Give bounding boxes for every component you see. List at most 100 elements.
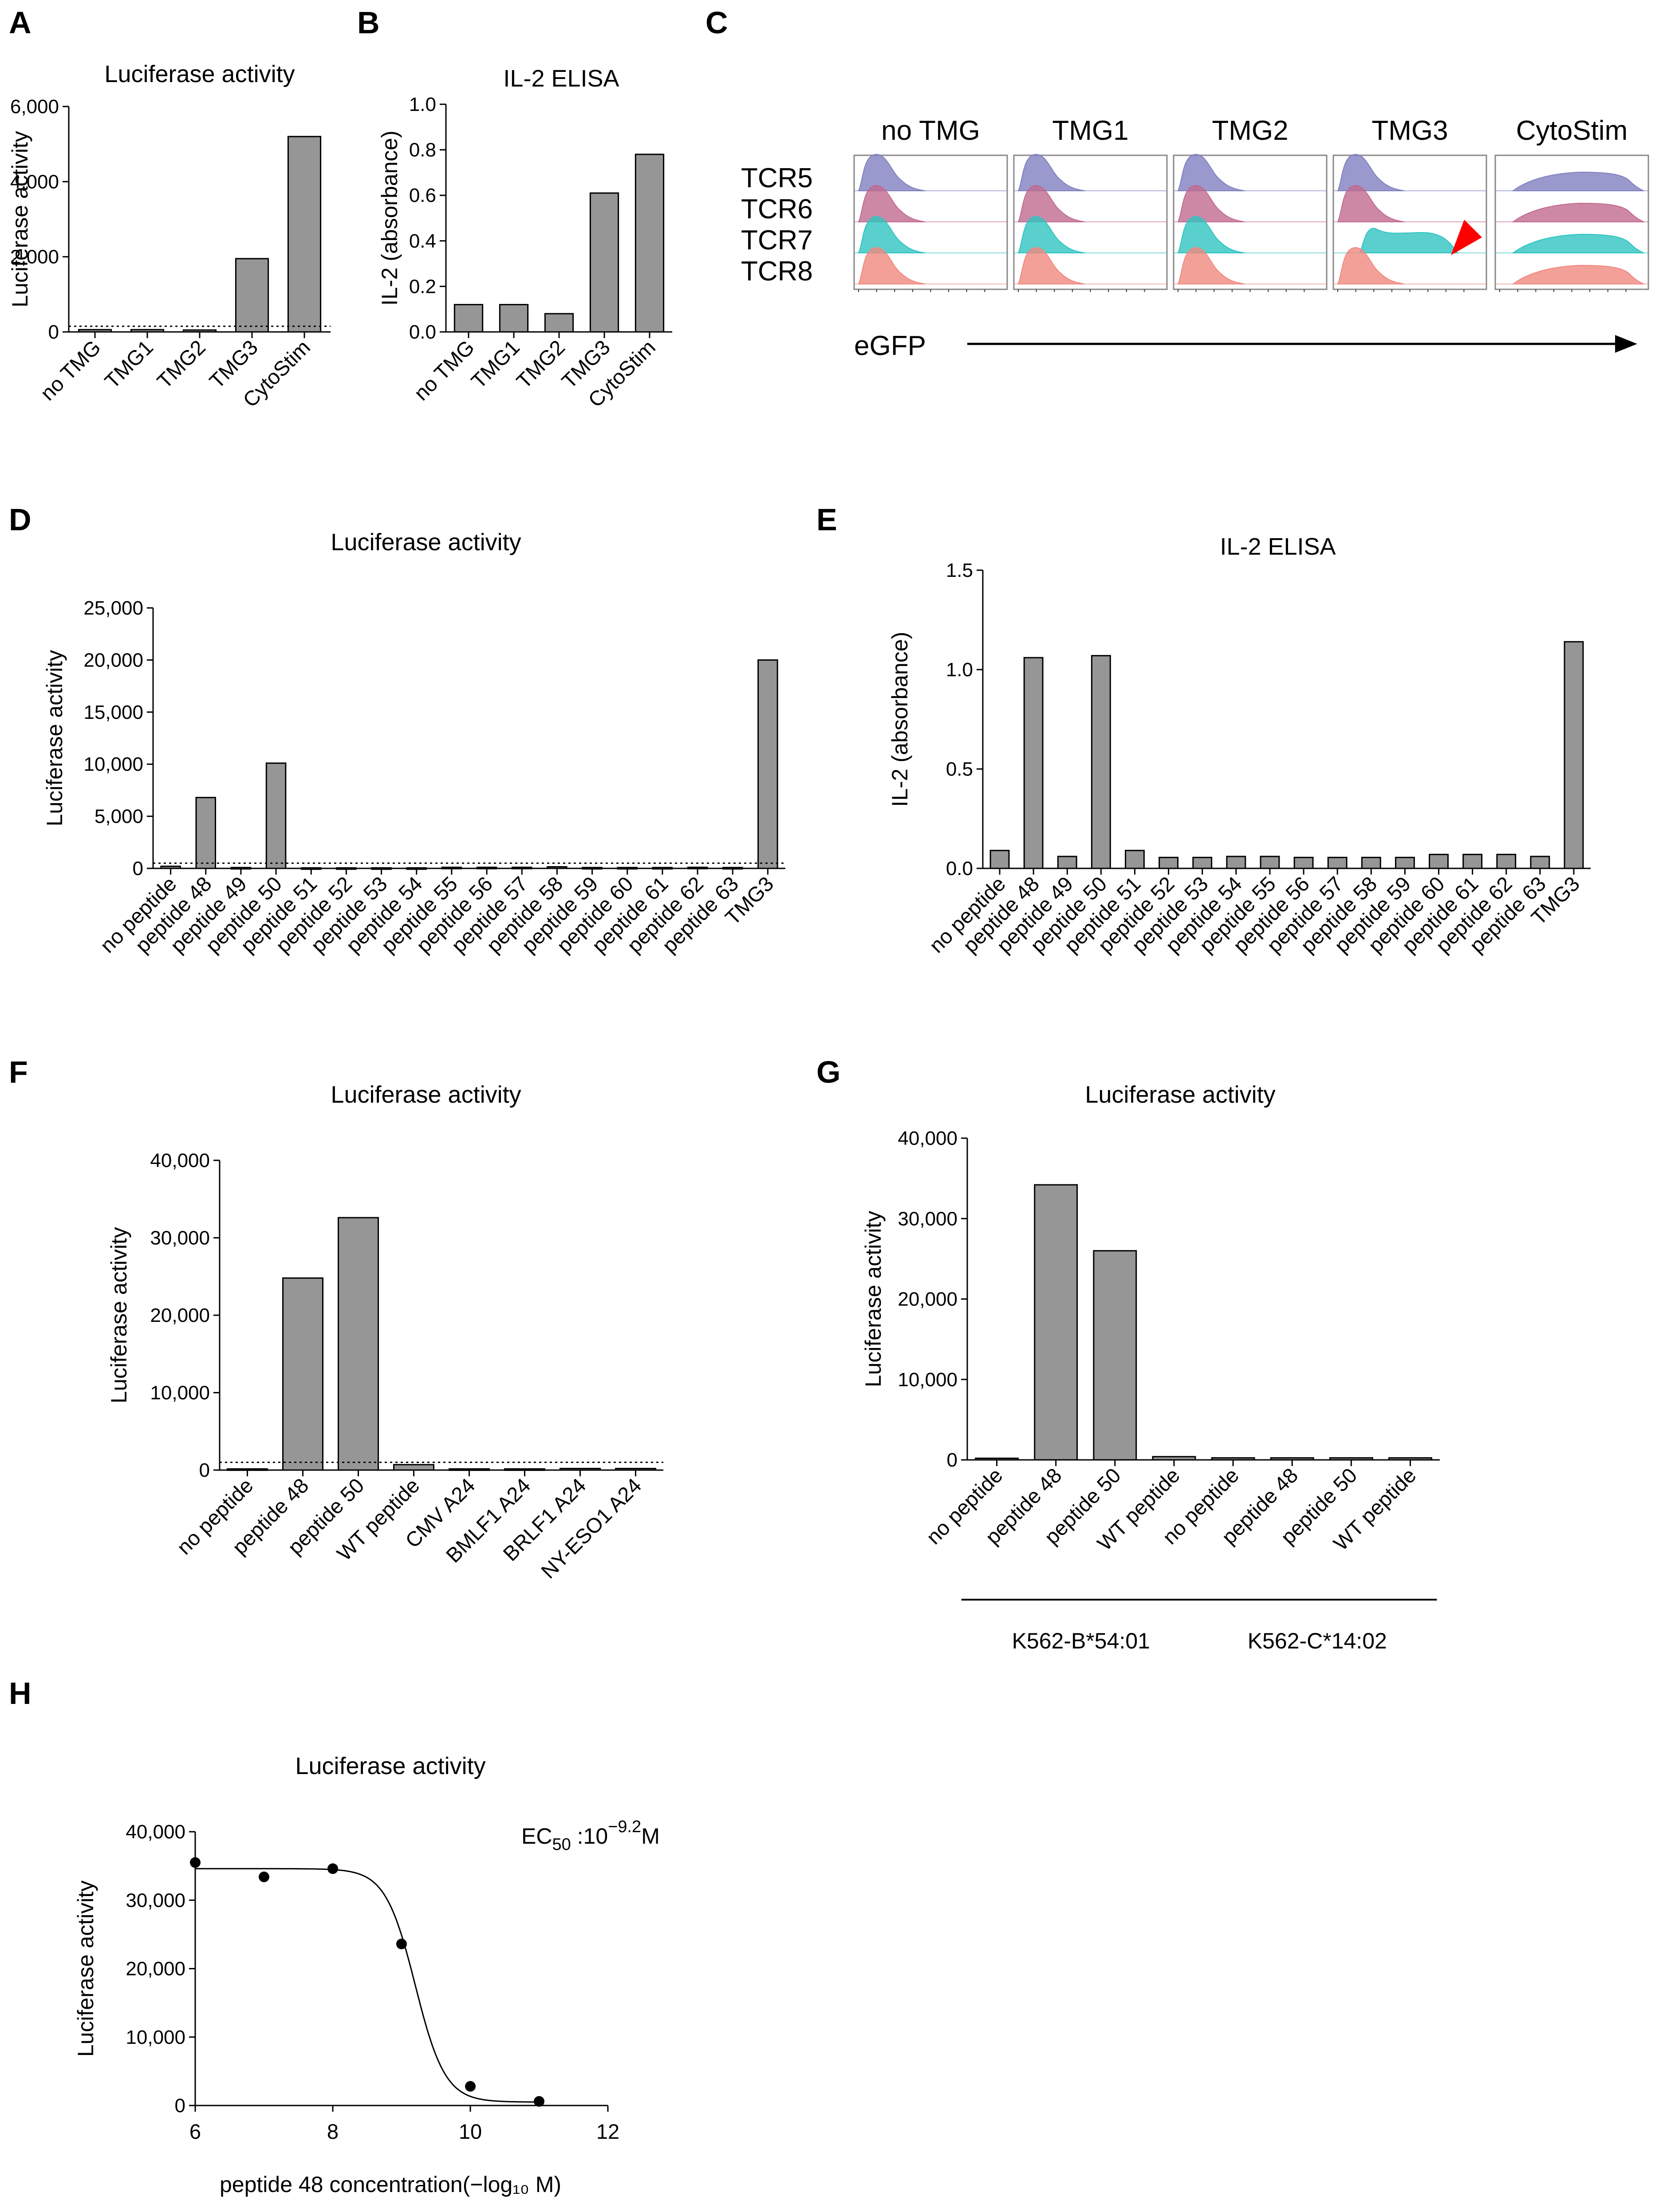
column-label: TMG3 [1371,115,1448,146]
histogram [858,216,926,253]
y-tick-label: 0 [199,1459,210,1481]
y-tick-label: 25,000 [83,597,143,619]
bar [1226,856,1246,869]
histogram [1177,154,1245,191]
y-axis-label: IL-2 (absorbance) [377,130,402,306]
bar [589,192,619,333]
bar [1093,1250,1137,1461]
x-tick-label: no TMG [35,335,105,405]
y-tick-label: 0.5 [946,758,973,780]
panel-g: G Luciferase activity Luciferase activity 0… [816,1055,1440,1653]
bar [615,1468,656,1471]
egfp-arrow-head [1615,335,1637,353]
panel-letter: E [816,502,837,537]
row-label: TCR8 [741,256,813,287]
panel-h: H Luciferase activity Luciferase activity 0… [9,1676,660,2197]
y-tick-label: 30,000 [898,1208,958,1230]
bar [282,1277,323,1471]
histogram [858,154,926,191]
panel-letter: B [357,5,380,40]
bar [195,796,217,869]
bar [1327,856,1348,869]
histogram [858,185,926,222]
y-axis-label: Luciferase activity [8,131,32,307]
x-axis-label: peptide 48 concentration(−log₁₀ M) [220,2172,561,2197]
y-axis-label: Luciferase activity [861,1211,886,1387]
bar [449,1468,490,1471]
y-tick-label: 4,000 [10,171,59,193]
highlight-arrow [1451,220,1482,255]
histogram [1017,216,1085,253]
bar [1159,856,1179,869]
x-tick-label: TMG1 [466,335,524,393]
y-axis-label: IL-2 (absorbance) [887,632,912,807]
histogram [1511,202,1644,222]
chart-title: Luciferase activity [331,1081,521,1108]
y-tick-label: 40,000 [898,1128,958,1149]
y-tick-label: 40,000 [150,1150,210,1171]
bar [1462,854,1483,869]
y-axis-label: Luciferase activity [42,650,67,826]
bar [227,1468,268,1471]
bar [1192,856,1213,869]
bar [265,762,287,869]
bar [757,659,778,869]
x-axis-label: eGFP [854,331,926,361]
x-tick-label: TMG1 [100,335,158,393]
y-tick-label: 0.2 [409,276,436,297]
bar [1564,641,1584,869]
bar [1057,856,1077,869]
bar [499,304,529,333]
histogram [1511,264,1644,284]
bar [560,1468,601,1471]
chart-title: Luciferase activity [1085,1081,1275,1108]
bar [287,136,322,333]
x-tick-label: 12 [596,2120,619,2143]
x-tick-label: NY-ESO1 A24 [536,1474,646,1583]
y-tick-label: 20,000 [126,1958,185,1980]
y-tick-label: 0.8 [409,139,436,161]
y-axis-label: Luciferase activity [73,1881,98,2057]
y-tick-label: 0 [947,1449,958,1471]
bar [1293,856,1314,869]
bar [1260,856,1280,869]
panel-d: D Luciferase activity Luciferase activity 0… [9,502,785,957]
histogram [1177,247,1245,284]
histogram [1017,185,1085,222]
histogram [1511,233,1644,253]
panel-letter: G [816,1055,840,1089]
bar [182,329,217,333]
panel-c: Cno TMG TMG1 TMG2 TMG3 CytoStim TCR5TCR6TCR7T… [705,5,1649,361]
data-point [259,1871,269,1882]
histogram [1177,185,1245,222]
bar [1496,854,1517,869]
y-axis-label: Luciferase activity [106,1227,131,1403]
x-tick-label: 10 [459,2120,482,2143]
bar [1023,657,1044,869]
y-tick-label: 10,000 [83,753,143,775]
ec50-part: M [641,1824,660,1849]
row-label: TCR5 [741,163,813,193]
bar [989,850,1010,869]
y-tick-label: 1.5 [946,560,973,581]
y-tick-label: 40,000 [126,1821,185,1843]
data-point [327,1863,338,1874]
bar [1211,1457,1255,1461]
x-tick-label: 6 [189,2120,201,2143]
y-tick-label: 0.0 [946,858,973,879]
histogram [1017,247,1085,284]
panel-a: A Luciferase activity Luciferase activity 0… [8,5,331,412]
bar [634,154,665,333]
column-label: TMG1 [1052,115,1128,146]
bar [1530,856,1550,869]
bar [1395,856,1415,869]
chart-title: Luciferase activity [295,1753,485,1779]
bar [504,1468,545,1471]
x-tick-label: 8 [327,2120,339,2143]
bar [235,258,269,333]
y-tick-label: 0 [48,321,59,343]
bar [160,865,181,869]
bar [130,329,165,333]
y-tick-label: 10,000 [126,2027,185,2048]
